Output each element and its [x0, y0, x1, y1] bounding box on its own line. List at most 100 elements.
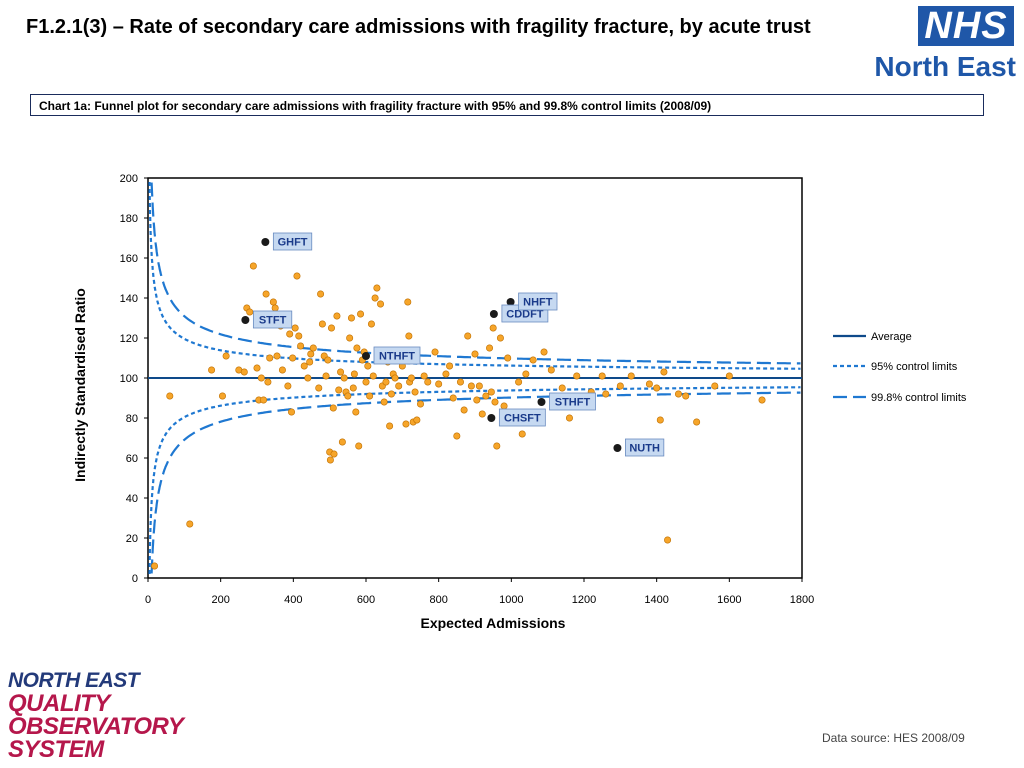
x-tick-label: 400 [284, 594, 302, 606]
data-point [371, 294, 379, 302]
data-points [151, 238, 766, 570]
highlighted-point [613, 444, 622, 452]
data-point [420, 372, 428, 380]
data-point [540, 348, 548, 356]
x-tick-label: 600 [357, 594, 375, 606]
data-point [353, 344, 361, 352]
data-point [725, 372, 733, 380]
trust-label: CDDFT [506, 309, 544, 321]
data-point [504, 354, 512, 362]
y-tick-label: 180 [120, 213, 138, 225]
data-point [286, 330, 294, 338]
data-point [330, 450, 338, 458]
data-point [478, 410, 486, 418]
trust-label-box [549, 392, 596, 411]
data-point [493, 442, 501, 450]
data-point [482, 392, 490, 400]
data-point [262, 290, 270, 298]
data-point [295, 332, 303, 340]
chart-caption: Chart 1a: Funnel plot for secondary care… [30, 94, 984, 116]
data-point [322, 372, 330, 380]
data-point [335, 386, 343, 394]
data-point [367, 320, 375, 328]
y-tick-label: 100 [120, 373, 138, 385]
trust-label: STHFT [555, 397, 591, 409]
data-point [395, 382, 403, 390]
data-point [377, 300, 385, 308]
data-point [602, 390, 610, 398]
data-point [291, 324, 299, 332]
data-point [558, 384, 566, 392]
legend-entry: 95% control limits [871, 361, 958, 373]
data-point [355, 442, 363, 450]
data-point [327, 324, 335, 332]
trust-label-box [252, 310, 293, 329]
data-point [350, 370, 358, 378]
data-point [573, 372, 581, 380]
data-point [411, 388, 419, 396]
data-point [271, 304, 279, 312]
data-point [660, 368, 668, 376]
data-point [460, 406, 468, 414]
data-point [616, 382, 624, 390]
data-point [416, 400, 424, 408]
highlighted-point [506, 298, 515, 306]
data-point [711, 382, 719, 390]
highlighted-point [261, 238, 270, 246]
x-axis-label: Expected Admissions [421, 615, 566, 631]
highlighted-point [537, 398, 546, 406]
y-tick-label: 140 [120, 293, 138, 305]
data-point [413, 416, 421, 424]
x-tick-label: 800 [429, 594, 447, 606]
data-point [547, 366, 555, 374]
legend-entry: 99.8% control limits [871, 392, 967, 404]
qos-logo-line: NORTH EAST [8, 669, 140, 692]
data-point [758, 396, 766, 404]
trust-label: STFT [259, 315, 287, 327]
data-point [402, 420, 410, 428]
data-point [306, 358, 314, 366]
data-point [326, 456, 334, 464]
data-point [404, 298, 412, 306]
data-point [257, 374, 265, 382]
data-point [260, 396, 268, 404]
data-point [500, 402, 508, 410]
control-limit-99-8 [150, 182, 801, 365]
data-point [471, 350, 479, 358]
x-tick-label: 1400 [644, 594, 668, 606]
x-tick-label: 1600 [717, 594, 741, 606]
control-limit-95 [148, 386, 801, 575]
data-point [522, 370, 530, 378]
y-tick-label: 20 [126, 533, 138, 545]
data-point [467, 382, 475, 390]
x-tick-label: 0 [145, 594, 151, 606]
data-point [364, 362, 372, 370]
data-point [278, 366, 286, 374]
trust-label: GHFT [278, 237, 308, 249]
data-point [293, 272, 301, 280]
data-point [487, 388, 495, 396]
data-point [297, 342, 305, 350]
data-point [496, 334, 504, 342]
data-point [186, 520, 194, 528]
data-point [357, 310, 365, 318]
legend-entry: Average [871, 331, 912, 343]
highlighted-point [487, 414, 496, 422]
trust-label-box [518, 292, 558, 311]
y-axis-label: Indirectly Standardised Ratio [72, 288, 88, 482]
data-point [338, 438, 346, 446]
data-point [664, 536, 672, 544]
data-point [208, 366, 216, 374]
data-point [289, 354, 297, 362]
data-point [324, 356, 332, 364]
data-point [656, 416, 664, 424]
data-point [391, 374, 399, 382]
slide-title: F1.2.1(3) – Rate of secondary care admis… [26, 16, 811, 38]
data-point [565, 414, 573, 422]
data-point [288, 408, 296, 416]
data-point [307, 350, 315, 358]
data-point [529, 356, 537, 364]
data-point [627, 372, 635, 380]
